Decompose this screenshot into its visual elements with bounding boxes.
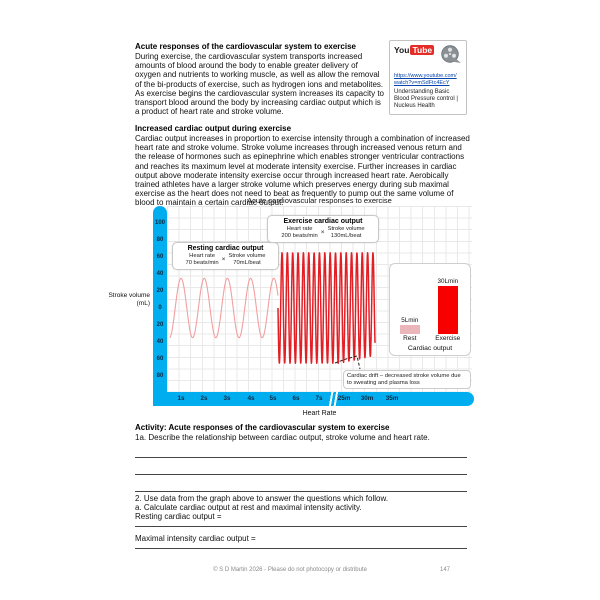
film-reel-icon	[440, 45, 462, 70]
x-tick-label: 3s	[223, 395, 231, 402]
video-url-line1[interactable]: https://www.youtube.com/	[394, 73, 457, 79]
exercise-output-title: Exercise cardiac output	[283, 218, 363, 225]
exercise-stroke-volume: Stroke volume 130mL/beat	[327, 226, 365, 239]
answer-line	[135, 477, 467, 492]
question-2: 2. Use data from the graph above to answ…	[135, 494, 389, 503]
rest-output-bar	[399, 325, 420, 334]
section2-body: Cardiac output increases in proportion t…	[135, 134, 470, 208]
multiply-sign: ×	[320, 229, 325, 237]
x-axis: 1s 2s 3s 4s 5s 6s 7s 25m 30m 35m	[153, 392, 474, 406]
rest-output-label: Rest	[403, 335, 417, 342]
chart-title: Acute cardiovascular responses to exerci…	[247, 196, 392, 205]
cardiac-output-legend: 5Lmin Rest 30Lmin Exercise Cardiac outpu…	[389, 263, 471, 356]
video-url-line2[interactable]: watch?v=mSdFtc4EcY	[394, 79, 450, 86]
x-axis-title: Heart Rate	[302, 410, 337, 417]
y-tick-label: 40	[156, 339, 164, 345]
x-tick-label: 6s	[292, 395, 300, 402]
legend-title: Cardiac output	[407, 345, 453, 352]
video-url-link[interactable]: https://www.youtube.com/watch?v=mSdFtc4E…	[394, 73, 462, 86]
resting-output-answer-row: Resting cardiac output =	[135, 512, 467, 527]
x-tick-label: 30m	[360, 395, 374, 402]
y-tick-label: 100	[154, 220, 165, 226]
footer-copyright: © S D Martin 2026 - Please do not photoc…	[213, 567, 367, 573]
exercise-output-box: Exercise cardiac output Heart rate 200 be…	[267, 215, 379, 243]
question-1a: 1a. Describe the relationship between ca…	[135, 433, 430, 442]
exercise-output-bar	[437, 286, 458, 334]
cardiac-drift-annotation: Cardiac drift – decreased stroke volume …	[343, 370, 471, 390]
intro-heading: Acute responses of the cardiovascular sy…	[135, 42, 356, 51]
wave-line	[277, 252, 376, 364]
y-tick-label: 20	[156, 288, 164, 294]
x-tick-label: 25m	[337, 395, 351, 402]
plot-area: Resting cardiac output Heart rate 70 beat…	[167, 206, 472, 392]
exercise-output-value: 30Lmin	[437, 278, 459, 285]
exercise-output-label: Exercise	[435, 335, 461, 342]
y-tick-label: 0	[158, 305, 162, 311]
y-tick-label: 80	[156, 237, 164, 243]
youtube-logo-you: You	[394, 45, 410, 55]
y-axis: 100 80 60 40 20 0 20 40 60 80	[153, 206, 167, 406]
y-tick-label: 40	[156, 271, 164, 277]
resting-stroke-volume: Stroke volume 70mL/beat	[228, 253, 266, 266]
youtube-logo-tube: Tube	[410, 45, 435, 55]
resting-output-answer-label: Resting cardiac output =	[135, 512, 222, 521]
exercise-heart-rate: Heart rate 200 beats/min	[281, 226, 318, 239]
intro-body: During exercise, the cardiovascular syst…	[135, 52, 384, 117]
page-number: 147	[440, 567, 451, 573]
question-2a: a. Calculate cardiac output at rest and …	[135, 503, 362, 512]
resting-heart-rate: Heart rate 70 beats/min	[185, 253, 219, 266]
x-tick-label: 5s	[269, 395, 277, 402]
resting-output-box: Resting cardiac output Heart rate 70 beat…	[172, 242, 279, 270]
video-caption: Understanding Basic Blood Pressure contr…	[394, 89, 458, 109]
wave-line	[169, 277, 279, 339]
multiply-sign: ×	[221, 256, 226, 264]
wave-line	[334, 355, 361, 370]
rest-output-value: 5Lmin	[401, 317, 419, 324]
max-output-answer-row: Maximal intensity cardiac output =	[135, 534, 467, 549]
x-tick-label: 1s	[177, 395, 185, 402]
y-tick-label: 80	[156, 373, 164, 379]
x-tick-label: 7s	[315, 395, 323, 402]
video-link-box: You Tube https://www.youtube.com/watch?v=…	[389, 40, 467, 115]
answer-line	[135, 443, 467, 458]
stroke-volume-waveform	[169, 252, 376, 370]
y-tick-label: 20	[156, 322, 164, 328]
answer-line	[135, 460, 467, 475]
x-tick-label: 35m	[385, 395, 399, 402]
resting-output-title: Resting cardiac output	[187, 245, 264, 252]
section2-heading: Increased cardiac output during exercise	[135, 124, 292, 133]
x-tick-label: 4s	[247, 395, 255, 402]
youtube-logo: You Tube	[394, 45, 435, 55]
y-axis-title: Stroke volume (mL)	[108, 292, 150, 307]
y-tick-label: 60	[156, 356, 164, 362]
axis-break-icon	[328, 392, 339, 406]
max-output-answer-label: Maximal intensity cardiac output =	[135, 534, 256, 543]
activity-heading: Activity: Acute responses of the cardiov…	[135, 423, 390, 432]
x-tick-label: 2s	[200, 395, 208, 402]
y-tick-label: 60	[156, 254, 164, 260]
